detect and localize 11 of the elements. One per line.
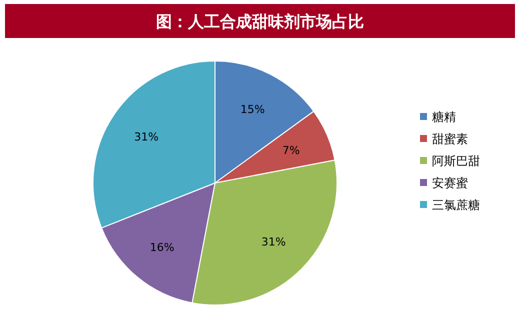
- data-label: 16%: [150, 240, 174, 254]
- data-label: 7%: [282, 144, 300, 158]
- legend-label: 糖精: [432, 110, 456, 124]
- legend-label: 阿斯巴甜: [432, 154, 480, 168]
- legend-label: 三氯蔗糖: [432, 198, 480, 212]
- data-label: 15%: [240, 103, 265, 116]
- data-label: 31%: [134, 130, 159, 144]
- legend-label: 安赛蜜: [432, 176, 468, 190]
- data-label: 31%: [261, 236, 286, 249]
- chart-title: 图：人工合成甜味剂市场占比: [156, 12, 364, 31]
- legend-label: 甜蜜素: [432, 132, 468, 146]
